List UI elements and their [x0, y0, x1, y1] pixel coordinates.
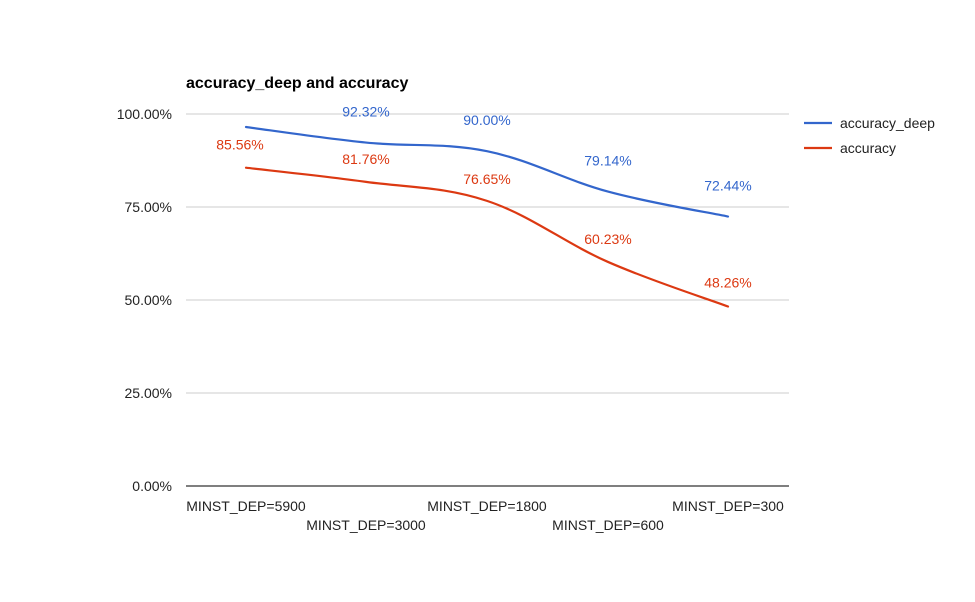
x-tick-label: MINST_DEP=1800	[427, 498, 547, 514]
series-line-accuracy	[244, 166, 730, 308]
chart-title: accuracy_deep and accuracy	[186, 75, 408, 92]
data-label: 76.65%	[463, 171, 510, 187]
data-labels: 92.32% 90.00% 79.14% 72.44% 85.56% 81.76% 76.6…	[216, 104, 751, 291]
x-tick-label: MINST_DEP=3000	[306, 517, 426, 533]
data-label: 81.76%	[342, 151, 389, 167]
series-lines	[244, 125, 730, 308]
y-tick-label: 0.00%	[132, 478, 172, 494]
y-tick-label: 100.00%	[117, 106, 172, 122]
x-axis: MINST_DEP=5900MINST_DEP=3000MINST_DEP=18…	[186, 485, 789, 533]
series-line-accuracy-deep	[244, 125, 730, 218]
grid-lines	[186, 113, 789, 394]
y-tick-label: 75.00%	[125, 199, 172, 215]
data-label: 72.44%	[704, 178, 751, 194]
x-tick-label: MINST_DEP=300	[672, 498, 784, 514]
x-tick-label: MINST_DEP=600	[552, 517, 664, 533]
y-tick-label: 50.00%	[125, 292, 172, 308]
legend: accuracy_deep accuracy	[804, 115, 935, 156]
data-label: 92.32%	[342, 104, 389, 120]
legend-label: accuracy_deep	[840, 115, 935, 131]
data-label: 48.26%	[704, 274, 751, 290]
x-tick-label: MINST_DEP=5900	[186, 498, 306, 514]
data-label: 90.00%	[463, 112, 510, 128]
data-label: 79.14%	[584, 153, 631, 169]
y-tick-label: 25.00%	[125, 385, 172, 401]
legend-label: accuracy	[840, 140, 896, 156]
y-axis-ticks: 0.00% 25.00% 50.00% 75.00% 100.00%	[117, 106, 172, 494]
data-label: 60.23%	[584, 231, 631, 247]
data-label: 85.56%	[216, 137, 263, 153]
